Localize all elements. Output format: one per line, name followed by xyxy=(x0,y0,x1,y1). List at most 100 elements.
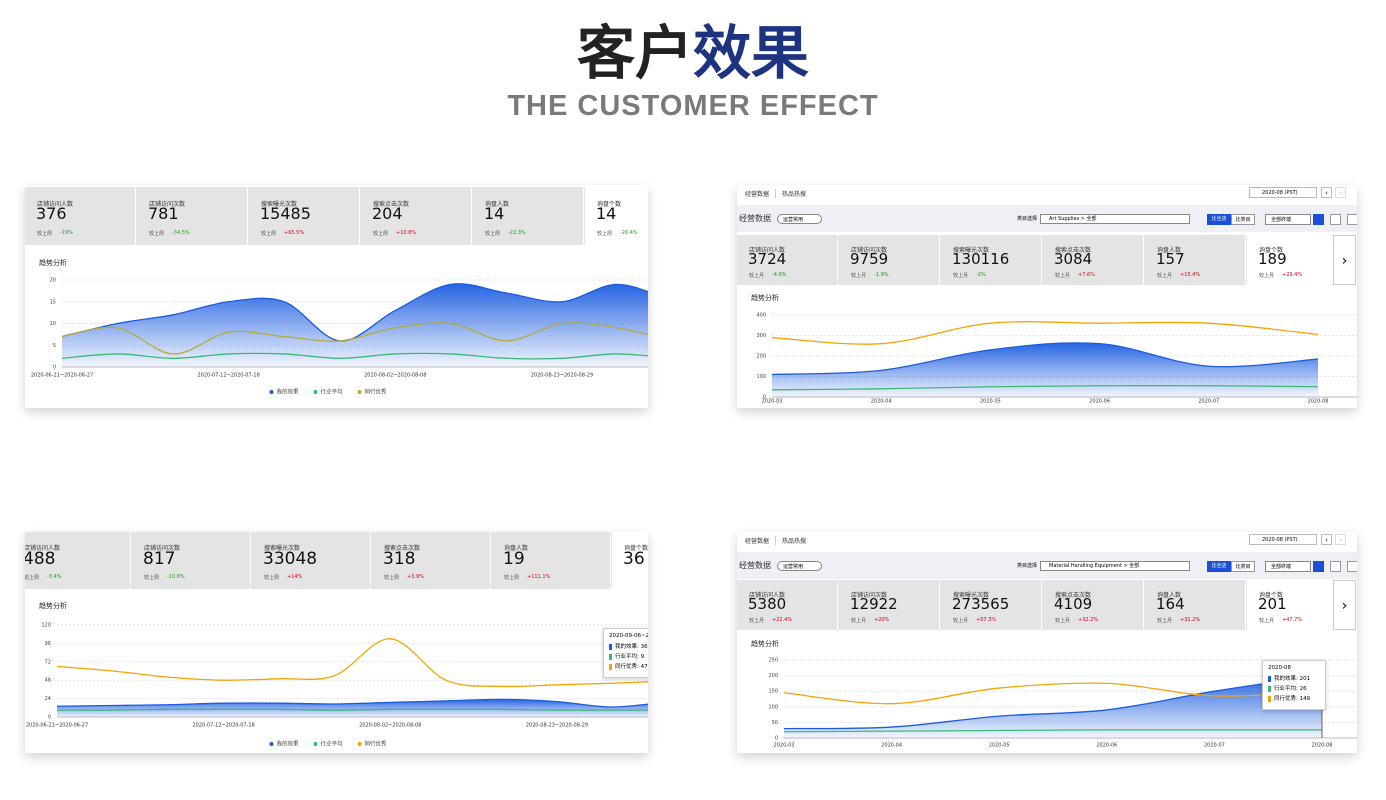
kpi-compare: 较上周 xyxy=(597,230,613,237)
kpi-card[interactable]: 询盘人数 14 较上周 -22.3% xyxy=(473,187,584,245)
kpi-card[interactable]: 询盘个数 14 较上周 -26.4% xyxy=(585,187,648,245)
compare-button[interactable]: 比类目 xyxy=(1231,561,1255,572)
category-select[interactable]: Art Supplies > 全部 xyxy=(1040,214,1190,224)
y-tick-label: 100 xyxy=(768,704,778,710)
date-picker[interactable]: 2020-08 (PST) xyxy=(1249,534,1317,545)
legend-swatch xyxy=(357,390,362,394)
kpi-compare: 较上周 xyxy=(25,575,40,582)
compare-button[interactable]: 比全店 xyxy=(1207,561,1231,572)
compare-button[interactable]: 比全店 xyxy=(1207,214,1231,225)
series-line xyxy=(61,283,648,342)
legend-label: 行业平均 xyxy=(321,388,344,396)
tooltip-item: 同行优秀: 47 xyxy=(609,664,648,670)
kpi-card[interactable]: 店铺访问次数 781 较上周 -34.5% xyxy=(137,187,248,245)
kpi-card[interactable]: 搜索曝光次数 15485 较上周 +65.5% xyxy=(249,187,360,245)
y-tick-label: 24 xyxy=(45,696,51,702)
next-kpi-button[interactable]: › xyxy=(1333,580,1356,630)
kpi-card[interactable]: 搜索点击次数 3084 较上月 +7.6% xyxy=(1043,235,1144,285)
x-tick-label: 2020-08-23~2020-08-29 xyxy=(526,723,588,729)
tab[interactable]: 热品热搜 xyxy=(775,536,806,545)
tab-bar: 经营数据 热品热搜 xyxy=(745,536,806,545)
kpi-change: +32.2% xyxy=(1078,617,1099,623)
series-line xyxy=(771,342,1319,376)
prev-button[interactable]: ‹ xyxy=(1321,534,1332,545)
tab[interactable]: 热品热搜 xyxy=(775,189,806,198)
date-picker[interactable]: 2020-08 (PST) xyxy=(1249,187,1317,198)
y-tick-label: 20 xyxy=(50,278,56,284)
kpi-card[interactable]: 店铺访问次数 9759 较上月 -1.9% xyxy=(839,235,940,285)
series-line xyxy=(61,352,648,360)
kpi-label: 店铺访问人数 xyxy=(749,247,786,254)
y-tick-label: 100 xyxy=(756,374,766,380)
title-b: 效果 xyxy=(693,19,810,87)
kpi-card[interactable]: 店铺访问次数 12922 较上月 +20% xyxy=(839,580,940,630)
kpi-label: 店铺访问次数 xyxy=(851,247,888,254)
kpi-card[interactable]: 询盘个数 189 较上月 +29.4% xyxy=(1247,235,1333,285)
x-tick-label: 2020-04 xyxy=(871,399,892,405)
view-icon[interactable] xyxy=(1347,561,1357,572)
kpi-label: 搜索曝光次数 xyxy=(953,247,990,254)
category-select[interactable]: Material Handling Equipment > 全部 xyxy=(1040,561,1190,571)
kpi-card[interactable]: 搜索曝光次数 33048 较上周 +14% xyxy=(252,532,371,589)
kpi-card[interactable]: 店铺访问次数 817 较上周 -10.8% xyxy=(132,532,251,589)
kpi-value: 33048 xyxy=(263,549,318,570)
y-tick-label: 5 xyxy=(53,343,56,349)
kpi-card[interactable]: 店铺访问人数 3724 较上月 -4.6% xyxy=(737,235,838,285)
next-kpi-button[interactable]: › xyxy=(1333,235,1356,285)
tab[interactable]: 经营数据 xyxy=(745,191,770,198)
series-line xyxy=(783,682,1323,705)
terminal-select[interactable]: 全部终端 xyxy=(1265,214,1311,225)
tab-bar: 经营数据 热品热搜 xyxy=(745,189,806,198)
kpi-compare: 较上周 xyxy=(373,230,389,237)
preset-select[interactable]: 运营常用 xyxy=(777,214,822,224)
kpi-card[interactable]: 询盘个数 36 xyxy=(612,532,648,589)
preset-select[interactable]: 运营常用 xyxy=(777,561,822,571)
kpi-card[interactable]: 店铺访问人数 5380 较上月 +22.4% xyxy=(737,580,838,630)
kpi-compare: 较上周 xyxy=(485,230,501,237)
kpi-card[interactable]: 搜索点击次数 4109 较上月 +32.2% xyxy=(1043,580,1144,630)
x-tick-label: 2020-08-23~2020-08-29 xyxy=(531,373,593,379)
kpi-card[interactable]: 店铺访问人数 376 较上周 -19% xyxy=(25,187,136,245)
kpi-label: 询盘人数 xyxy=(504,545,529,553)
kpi-card[interactable]: 询盘人数 19 较上周 +111.1% xyxy=(492,532,611,589)
kpi-card[interactable]: 搜索曝光次数 273565 较上月 +57.3% xyxy=(941,580,1042,630)
x-tick-label: 2020-07 xyxy=(1198,399,1219,405)
view-icon[interactable] xyxy=(1347,214,1357,225)
kpi-label: 搜索点击次数 xyxy=(1055,592,1092,599)
x-tick-label: 2020-08-02~2020-08-08 xyxy=(359,723,421,729)
kpi-compare: 较上月 xyxy=(1157,273,1173,279)
compare-button[interactable]: 比类目 xyxy=(1231,214,1255,225)
next-button[interactable]: › xyxy=(1335,187,1346,198)
legend-swatch xyxy=(357,742,362,746)
series-line xyxy=(61,322,648,355)
view-icon[interactable] xyxy=(1330,561,1341,572)
tab[interactable]: 经营数据 xyxy=(745,538,770,545)
terminal-select[interactable]: 全部终端 xyxy=(1265,561,1311,572)
tooltip: 2020-09-06~20 我的效果: 36 行业平均: 9 同行优秀: 47 xyxy=(603,628,648,678)
kpi-change: -4.6% xyxy=(772,272,787,278)
kpi-value: 488 xyxy=(25,549,56,570)
prev-button[interactable]: ‹ xyxy=(1321,187,1332,198)
y-tick-label: 250 xyxy=(768,658,778,664)
y-tick-label: 15 xyxy=(50,299,56,305)
y-tick-label: 400 xyxy=(756,313,766,319)
kpi-card[interactable]: 询盘人数 157 较上月 +15.4% xyxy=(1145,235,1246,285)
kpi-change: +14% xyxy=(287,574,303,581)
kpi-compare: 较上月 xyxy=(851,273,867,279)
view-icon[interactable] xyxy=(1313,214,1324,225)
view-icon[interactable] xyxy=(1313,561,1324,572)
kpi-change: -26.4% xyxy=(620,229,638,236)
kpi-card[interactable]: 搜索曝光次数 130116 较上月 -2% xyxy=(941,235,1042,285)
kpi-compare: 较上周 xyxy=(384,575,400,582)
kpi-card[interactable]: 询盘个数 201 较上月 +47.7% xyxy=(1247,580,1333,630)
kpi-card[interactable]: 搜索点击次数 318 较上周 +3.9% xyxy=(372,532,491,589)
view-icon[interactable] xyxy=(1330,214,1341,225)
kpi-value: 36 xyxy=(623,549,645,570)
x-tick-label: 2020-03 xyxy=(774,743,795,749)
kpi-card[interactable]: 搜索点击次数 204 较上周 +10.8% xyxy=(361,187,472,245)
kpi-label: 搜索点击次数 xyxy=(1055,247,1092,254)
kpi-card[interactable]: 询盘人数 164 较上月 +31.2% xyxy=(1145,580,1246,630)
next-button[interactable]: › xyxy=(1335,534,1346,545)
trend-chart: 0 24 48 72 96 120 2020-06-21~2020-06-27 2020-07… xyxy=(26,623,648,748)
kpi-card[interactable]: 店铺访问人数 488 较上周 -3.4% xyxy=(25,532,131,589)
